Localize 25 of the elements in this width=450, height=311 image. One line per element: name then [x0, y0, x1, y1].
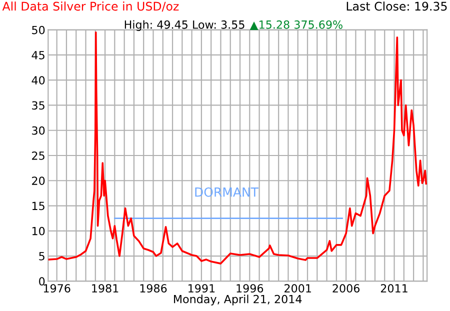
y-tick-label: 40 [32, 76, 45, 84]
x-tick-label: 1986 [140, 284, 167, 293]
x-tick-label: 1976 [44, 284, 70, 293]
text: Last Close: 19.35 [346, 2, 447, 11]
y-tick-label: 10 [32, 226, 45, 236]
y-tick-label: 5 [39, 252, 44, 260]
x-tick-label: 2011 [380, 284, 408, 293]
y-tick-label: 30 [32, 126, 45, 135]
y-tick-label: 45 [32, 51, 44, 60]
annotation: DORMANT [195, 187, 259, 197]
y-tick-label: 50 [32, 26, 45, 34]
y-tick-label: 35 [32, 101, 44, 110]
y-tick-label: 0 [39, 277, 45, 286]
x-tick-label: 1981 [92, 284, 118, 293]
x-tick-label: 1991 [188, 284, 215, 293]
x-tick-label: 1996 [236, 284, 264, 293]
chart-title: All Data Silver Price in USD/oz [2, 2, 179, 12]
y-tick-label: 25 [32, 151, 44, 160]
x-axis-title: Monday, April 21, 2014 [174, 294, 302, 306]
chart-subtitle: High: 49.45 Low: 3.55 [124, 20, 244, 31]
x-tick-label: 2006 [332, 284, 360, 293]
y-tick-label: 20 [32, 176, 45, 186]
x-tick-label: 2001 [284, 284, 311, 293]
y-tick-label: 15 [32, 202, 44, 210]
annotation: ▲15.28 375.69% [250, 20, 342, 30]
